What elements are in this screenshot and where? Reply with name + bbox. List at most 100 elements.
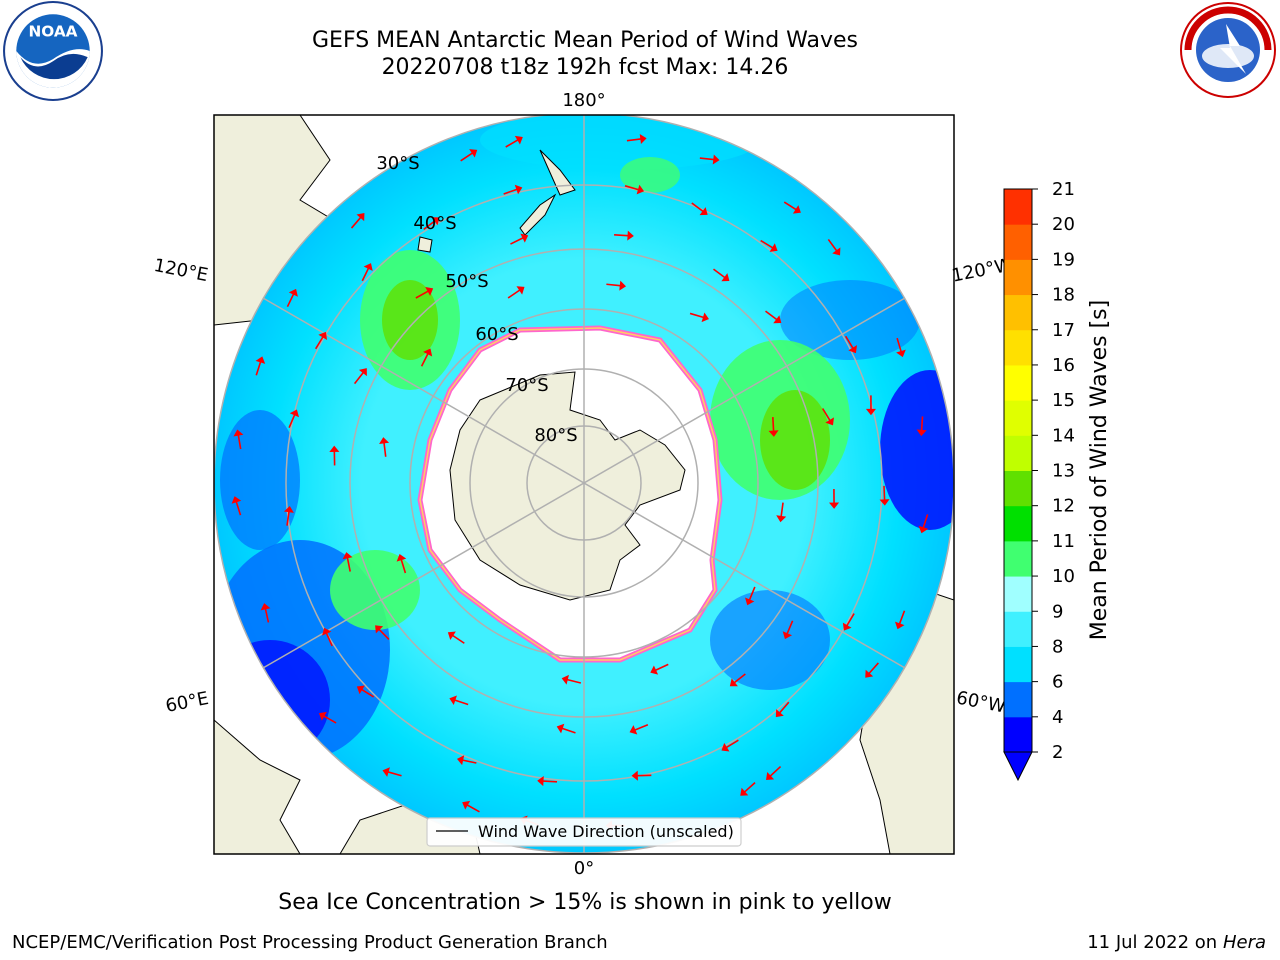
colorbar-tick-label: 17 bbox=[1052, 320, 1075, 341]
chart-title: GEFS MEAN Antarctic Mean Period of Wind … bbox=[312, 28, 858, 53]
lon-label-0: 0° bbox=[574, 858, 594, 879]
wind-wave-arrowhead bbox=[825, 417, 834, 426]
wind-wave-arrowhead bbox=[342, 552, 353, 560]
host-name: Hera bbox=[1222, 932, 1266, 953]
colorbar-tick-label: 6 bbox=[1052, 672, 1063, 693]
wind-wave-arrow bbox=[452, 634, 465, 644]
wind-wave-arrow bbox=[323, 715, 337, 724]
wind-wave-arrowhead bbox=[619, 280, 627, 291]
colorbar-tick-label: 11 bbox=[1052, 531, 1075, 552]
wind-wave-arrow bbox=[772, 417, 775, 432]
wind-wave-arrowhead bbox=[918, 525, 929, 534]
wind-wave-arrow bbox=[561, 727, 576, 734]
wind-wave-arrow bbox=[361, 267, 370, 282]
wind-wave-arrowhead bbox=[729, 678, 738, 687]
wind-wave-arrow bbox=[505, 139, 519, 148]
wind-wave-arrow bbox=[510, 237, 524, 245]
colorbar-label: Mean Period of Wind Waves [s] bbox=[1087, 300, 1112, 640]
wind-wave-arrowhead bbox=[425, 287, 434, 296]
wind-wave-arrow bbox=[542, 780, 558, 783]
wind-wave-arrow bbox=[400, 559, 407, 574]
wind-wave-arrow bbox=[462, 759, 477, 764]
high-period-region bbox=[330, 550, 420, 630]
wind-wave-arrow bbox=[361, 688, 375, 698]
wind-wave-arrowhead bbox=[356, 213, 365, 222]
wind-wave-arrowhead bbox=[916, 429, 927, 437]
colorbar-segment bbox=[1004, 400, 1032, 436]
wind-wave-arrow bbox=[827, 238, 838, 252]
wind-wave-arrow bbox=[353, 372, 364, 385]
wind-wave-arrow bbox=[868, 662, 879, 674]
wind-wave-arrowhead bbox=[233, 429, 244, 437]
colorbar-segment bbox=[1004, 611, 1032, 647]
wind-wave-arrowhead bbox=[776, 515, 787, 523]
lon-label-180: 180° bbox=[562, 90, 605, 111]
wind-wave-arrow bbox=[614, 234, 629, 237]
wind-wave-arrowhead bbox=[431, 217, 440, 226]
lat-label-40s: 40°S bbox=[413, 213, 456, 234]
wind-wave-arrowhead bbox=[379, 437, 390, 444]
wind-wave-arrowhead bbox=[382, 767, 390, 777]
wind-wave-arrow bbox=[760, 239, 774, 249]
wind-wave-arrowhead bbox=[396, 554, 407, 562]
sea-ice-note: Sea Ice Concentration > 15% is shown in … bbox=[278, 890, 892, 915]
legend-label: Wind Wave Direction (unscaled) bbox=[478, 822, 734, 841]
wind-wave-arrowhead bbox=[283, 505, 294, 513]
lon-label-60w: 60°W bbox=[955, 687, 1008, 717]
colorbar-segment bbox=[1004, 646, 1032, 683]
map-legend: Wind Wave Direction (unscaled) bbox=[426, 817, 742, 847]
wind-wave-arrowhead bbox=[520, 233, 529, 243]
wind-wave-arrow bbox=[733, 673, 746, 684]
wind-wave-arrow bbox=[844, 335, 854, 349]
wind-wave-arrowhead bbox=[561, 674, 569, 685]
wind-wave-arrow bbox=[846, 613, 855, 627]
colorbar-segment bbox=[1004, 576, 1032, 612]
colorbar-segment bbox=[1004, 294, 1032, 331]
wind-wave-arrow bbox=[387, 771, 402, 777]
wind-wave-arrow bbox=[286, 293, 295, 308]
wind-wave-arrow bbox=[378, 628, 390, 640]
colorbar-segment bbox=[1004, 470, 1032, 507]
wind-wave-arrowhead bbox=[516, 286, 525, 295]
wind-wave-arrowhead bbox=[829, 502, 840, 509]
colorbar-tick-label: 20 bbox=[1052, 214, 1075, 235]
wind-wave-arrowhead bbox=[636, 184, 645, 195]
wind-wave-arrow bbox=[726, 739, 739, 749]
wind-wave-arrowhead bbox=[537, 776, 544, 787]
colorbar-extend-arrow bbox=[1003, 751, 1033, 782]
wind-wave-arrow bbox=[237, 435, 242, 450]
wind-wave-arrow bbox=[626, 138, 641, 142]
colorbar-tick-label: 15 bbox=[1052, 390, 1075, 411]
wind-wave-arrow bbox=[744, 782, 756, 793]
wind-wave-arrow bbox=[691, 202, 704, 213]
wind-wave-arrowhead bbox=[721, 273, 730, 282]
colorbar-segment bbox=[1004, 189, 1032, 225]
wind-wave-arrow bbox=[460, 152, 473, 162]
colorbar-segment bbox=[1004, 540, 1032, 577]
wind-wave-arrow bbox=[286, 511, 290, 526]
colorbar-segment bbox=[1004, 681, 1032, 718]
lat-label-50s: 50°S bbox=[445, 271, 488, 292]
wind-wave-arrow bbox=[264, 608, 270, 623]
wind-wave-arrowhead bbox=[699, 207, 708, 216]
colorbar-tick-label: 10 bbox=[1052, 566, 1075, 587]
lat-label-70s: 70°S bbox=[505, 375, 548, 396]
colorbar-tick-label: 4 bbox=[1052, 707, 1063, 728]
wind-wave-arrow bbox=[883, 485, 886, 500]
wind-wave-arrow bbox=[346, 557, 351, 572]
wind-wave-arrowhead bbox=[627, 230, 634, 241]
wind-wave-arrowhead bbox=[514, 135, 523, 145]
wind-wave-arrow bbox=[503, 188, 518, 195]
wind-wave-arrowhead bbox=[775, 709, 784, 718]
colorbar-tick-label: 14 bbox=[1052, 425, 1075, 446]
noaa-logo-icon: NOAA bbox=[3, 1, 103, 101]
wind-wave-arrowhead bbox=[896, 349, 906, 358]
wind-wave-arrow bbox=[786, 620, 794, 635]
wind-wave-arrow bbox=[350, 216, 362, 229]
wind-wave-arrowhead bbox=[782, 631, 793, 640]
wind-wave-arrow bbox=[454, 699, 469, 706]
wind-wave-arrow bbox=[415, 290, 429, 299]
colorbar-tick-label: 12 bbox=[1052, 496, 1075, 517]
wind-wave-arrow bbox=[922, 514, 929, 528]
wind-wave-arrowhead bbox=[848, 345, 857, 354]
